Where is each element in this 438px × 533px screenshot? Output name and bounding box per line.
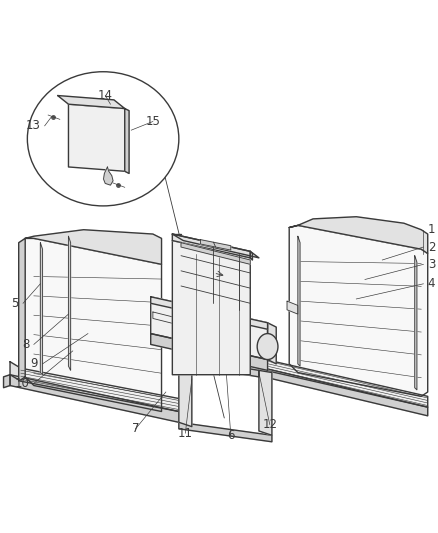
Polygon shape <box>125 109 129 173</box>
Polygon shape <box>172 240 250 375</box>
Polygon shape <box>259 370 272 435</box>
Polygon shape <box>151 297 268 329</box>
Text: 3: 3 <box>428 258 435 271</box>
Polygon shape <box>192 360 259 377</box>
Text: 5: 5 <box>11 297 19 310</box>
Polygon shape <box>415 256 417 390</box>
Polygon shape <box>68 236 71 370</box>
Polygon shape <box>19 238 25 381</box>
Text: 13: 13 <box>25 119 40 132</box>
Polygon shape <box>25 238 162 411</box>
Polygon shape <box>151 334 268 370</box>
Polygon shape <box>201 240 231 250</box>
Polygon shape <box>289 225 428 397</box>
Polygon shape <box>246 353 265 370</box>
Polygon shape <box>250 252 252 260</box>
Polygon shape <box>172 234 250 258</box>
Polygon shape <box>25 230 162 264</box>
Polygon shape <box>298 236 300 366</box>
Text: 10: 10 <box>14 377 29 390</box>
Text: 2: 2 <box>428 240 435 254</box>
Polygon shape <box>40 243 42 375</box>
Ellipse shape <box>257 334 278 360</box>
Polygon shape <box>172 234 259 258</box>
Text: 7: 7 <box>132 422 139 435</box>
Ellipse shape <box>27 72 179 206</box>
Polygon shape <box>289 217 428 254</box>
Polygon shape <box>179 355 192 426</box>
Polygon shape <box>10 362 21 381</box>
Polygon shape <box>268 323 276 364</box>
Polygon shape <box>246 364 428 416</box>
Text: 6: 6 <box>227 429 234 442</box>
Polygon shape <box>151 297 268 360</box>
Polygon shape <box>181 243 250 264</box>
Polygon shape <box>58 95 125 109</box>
Polygon shape <box>287 301 298 314</box>
Polygon shape <box>4 375 10 387</box>
Polygon shape <box>10 375 179 422</box>
Polygon shape <box>265 360 428 407</box>
Text: 8: 8 <box>22 338 29 351</box>
Polygon shape <box>153 312 179 325</box>
Text: 14: 14 <box>98 89 113 102</box>
Polygon shape <box>103 167 113 185</box>
Text: 12: 12 <box>262 418 277 431</box>
Polygon shape <box>68 104 125 171</box>
Text: 1: 1 <box>428 223 435 236</box>
Polygon shape <box>179 422 272 442</box>
Text: 4: 4 <box>428 277 435 290</box>
Text: 11: 11 <box>178 426 193 440</box>
Text: 15: 15 <box>145 115 160 128</box>
Polygon shape <box>21 368 179 411</box>
Text: 9: 9 <box>31 358 38 370</box>
